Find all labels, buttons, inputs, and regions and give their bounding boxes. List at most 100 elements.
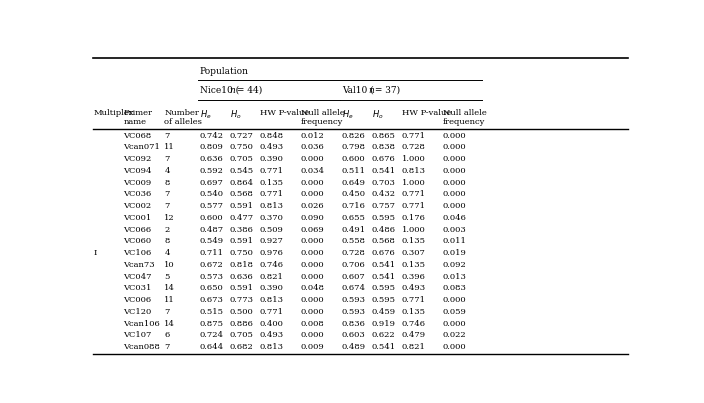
Text: 0.742: 0.742 [200, 131, 224, 139]
Text: 0.672: 0.672 [200, 261, 224, 269]
Text: 0.176: 0.176 [402, 214, 426, 222]
Text: 0.813: 0.813 [260, 202, 284, 210]
Text: 0.500: 0.500 [230, 308, 253, 316]
Text: 0.697: 0.697 [200, 179, 224, 187]
Text: 0.545: 0.545 [230, 167, 254, 175]
Text: 0.813: 0.813 [260, 343, 284, 351]
Text: n: n [230, 86, 236, 95]
Text: 0.644: 0.644 [200, 343, 224, 351]
Text: 0.600: 0.600 [341, 155, 365, 163]
Text: 0.568: 0.568 [372, 237, 396, 245]
Text: 0.515: 0.515 [200, 308, 224, 316]
Text: 0.493: 0.493 [260, 143, 284, 151]
Text: 0.593: 0.593 [341, 296, 365, 304]
Text: 0.636: 0.636 [200, 155, 224, 163]
Text: 0.603: 0.603 [341, 331, 365, 339]
Text: 0.003: 0.003 [443, 226, 466, 234]
Text: 0.541: 0.541 [372, 343, 396, 351]
Text: 0.000: 0.000 [301, 179, 325, 187]
Text: 0.511: 0.511 [341, 167, 365, 175]
Text: 2: 2 [165, 226, 170, 234]
Text: I: I [94, 249, 97, 257]
Text: Population: Population [200, 67, 249, 76]
Text: Val10 (: Val10 ( [341, 86, 373, 95]
Text: 0.746: 0.746 [402, 320, 426, 328]
Text: 0.875: 0.875 [200, 320, 224, 328]
Text: 0.012: 0.012 [301, 131, 325, 139]
Text: 0.649: 0.649 [341, 179, 365, 187]
Text: 8: 8 [165, 179, 170, 187]
Text: Number
of alleles: Number of alleles [165, 109, 202, 126]
Text: 0.771: 0.771 [260, 308, 284, 316]
Text: 0.682: 0.682 [230, 343, 253, 351]
Text: 6: 6 [165, 331, 170, 339]
Text: 0.386: 0.386 [230, 226, 253, 234]
Text: 0.650: 0.650 [200, 285, 224, 293]
Text: 0.090: 0.090 [301, 214, 325, 222]
Text: 0.541: 0.541 [372, 167, 396, 175]
Text: 0.771: 0.771 [402, 131, 426, 139]
Text: 0.135: 0.135 [260, 179, 284, 187]
Text: 0.000: 0.000 [301, 308, 325, 316]
Text: VC047: VC047 [123, 272, 152, 280]
Text: Nice10 (: Nice10 ( [200, 86, 239, 95]
Text: = 44): = 44) [234, 86, 263, 95]
Text: 0.813: 0.813 [402, 167, 426, 175]
Text: 0.591: 0.591 [230, 237, 254, 245]
Text: 0.826: 0.826 [341, 131, 365, 139]
Text: 1.000: 1.000 [402, 155, 425, 163]
Text: 0.000: 0.000 [301, 261, 325, 269]
Text: 14: 14 [165, 320, 175, 328]
Text: 0.703: 0.703 [372, 179, 396, 187]
Text: 11: 11 [165, 143, 175, 151]
Text: 0.486: 0.486 [372, 226, 396, 234]
Text: = 37): = 37) [372, 86, 401, 95]
Text: 0.000: 0.000 [443, 202, 466, 210]
Text: 0.487: 0.487 [200, 226, 224, 234]
Text: 0.000: 0.000 [301, 296, 325, 304]
Text: 0.307: 0.307 [402, 249, 426, 257]
Text: 0.069: 0.069 [301, 226, 325, 234]
Text: Vcan106: Vcan106 [123, 320, 161, 328]
Text: 0.046: 0.046 [443, 214, 467, 222]
Text: 0.450: 0.450 [341, 190, 365, 198]
Text: 0.135: 0.135 [402, 237, 426, 245]
Text: 4: 4 [165, 167, 170, 175]
Text: VC068: VC068 [123, 131, 152, 139]
Text: VC031: VC031 [123, 285, 152, 293]
Text: 7: 7 [165, 343, 170, 351]
Text: 8: 8 [165, 237, 170, 245]
Text: 0.706: 0.706 [341, 261, 365, 269]
Text: VC107: VC107 [123, 331, 152, 339]
Text: 0.013: 0.013 [443, 272, 467, 280]
Text: 0.000: 0.000 [443, 296, 466, 304]
Text: 0.541: 0.541 [372, 261, 396, 269]
Text: 0.083: 0.083 [443, 285, 467, 293]
Text: 0.459: 0.459 [372, 308, 396, 316]
Text: 0.400: 0.400 [260, 320, 284, 328]
Text: 0.595: 0.595 [372, 296, 396, 304]
Text: 0.390: 0.390 [260, 285, 284, 293]
Text: 0.636: 0.636 [230, 272, 253, 280]
Text: 0.771: 0.771 [402, 296, 426, 304]
Text: 0.728: 0.728 [402, 143, 426, 151]
Text: 0.493: 0.493 [402, 285, 426, 293]
Text: 0.655: 0.655 [341, 214, 365, 222]
Text: 0.607: 0.607 [341, 272, 365, 280]
Text: 0.396: 0.396 [402, 272, 426, 280]
Text: 0.821: 0.821 [402, 343, 426, 351]
Text: 0.000: 0.000 [301, 249, 325, 257]
Text: VC120: VC120 [123, 308, 152, 316]
Text: 0.092: 0.092 [443, 261, 466, 269]
Text: VC060: VC060 [123, 237, 151, 245]
Text: 7: 7 [165, 155, 170, 163]
Text: 1.000: 1.000 [402, 179, 425, 187]
Text: 0.771: 0.771 [260, 190, 284, 198]
Text: 0.000: 0.000 [301, 237, 325, 245]
Text: 0.059: 0.059 [443, 308, 467, 316]
Text: 0.821: 0.821 [260, 272, 284, 280]
Text: 7: 7 [165, 202, 170, 210]
Text: 0.509: 0.509 [260, 226, 284, 234]
Text: $H_o$: $H_o$ [230, 109, 241, 121]
Text: 7: 7 [165, 131, 170, 139]
